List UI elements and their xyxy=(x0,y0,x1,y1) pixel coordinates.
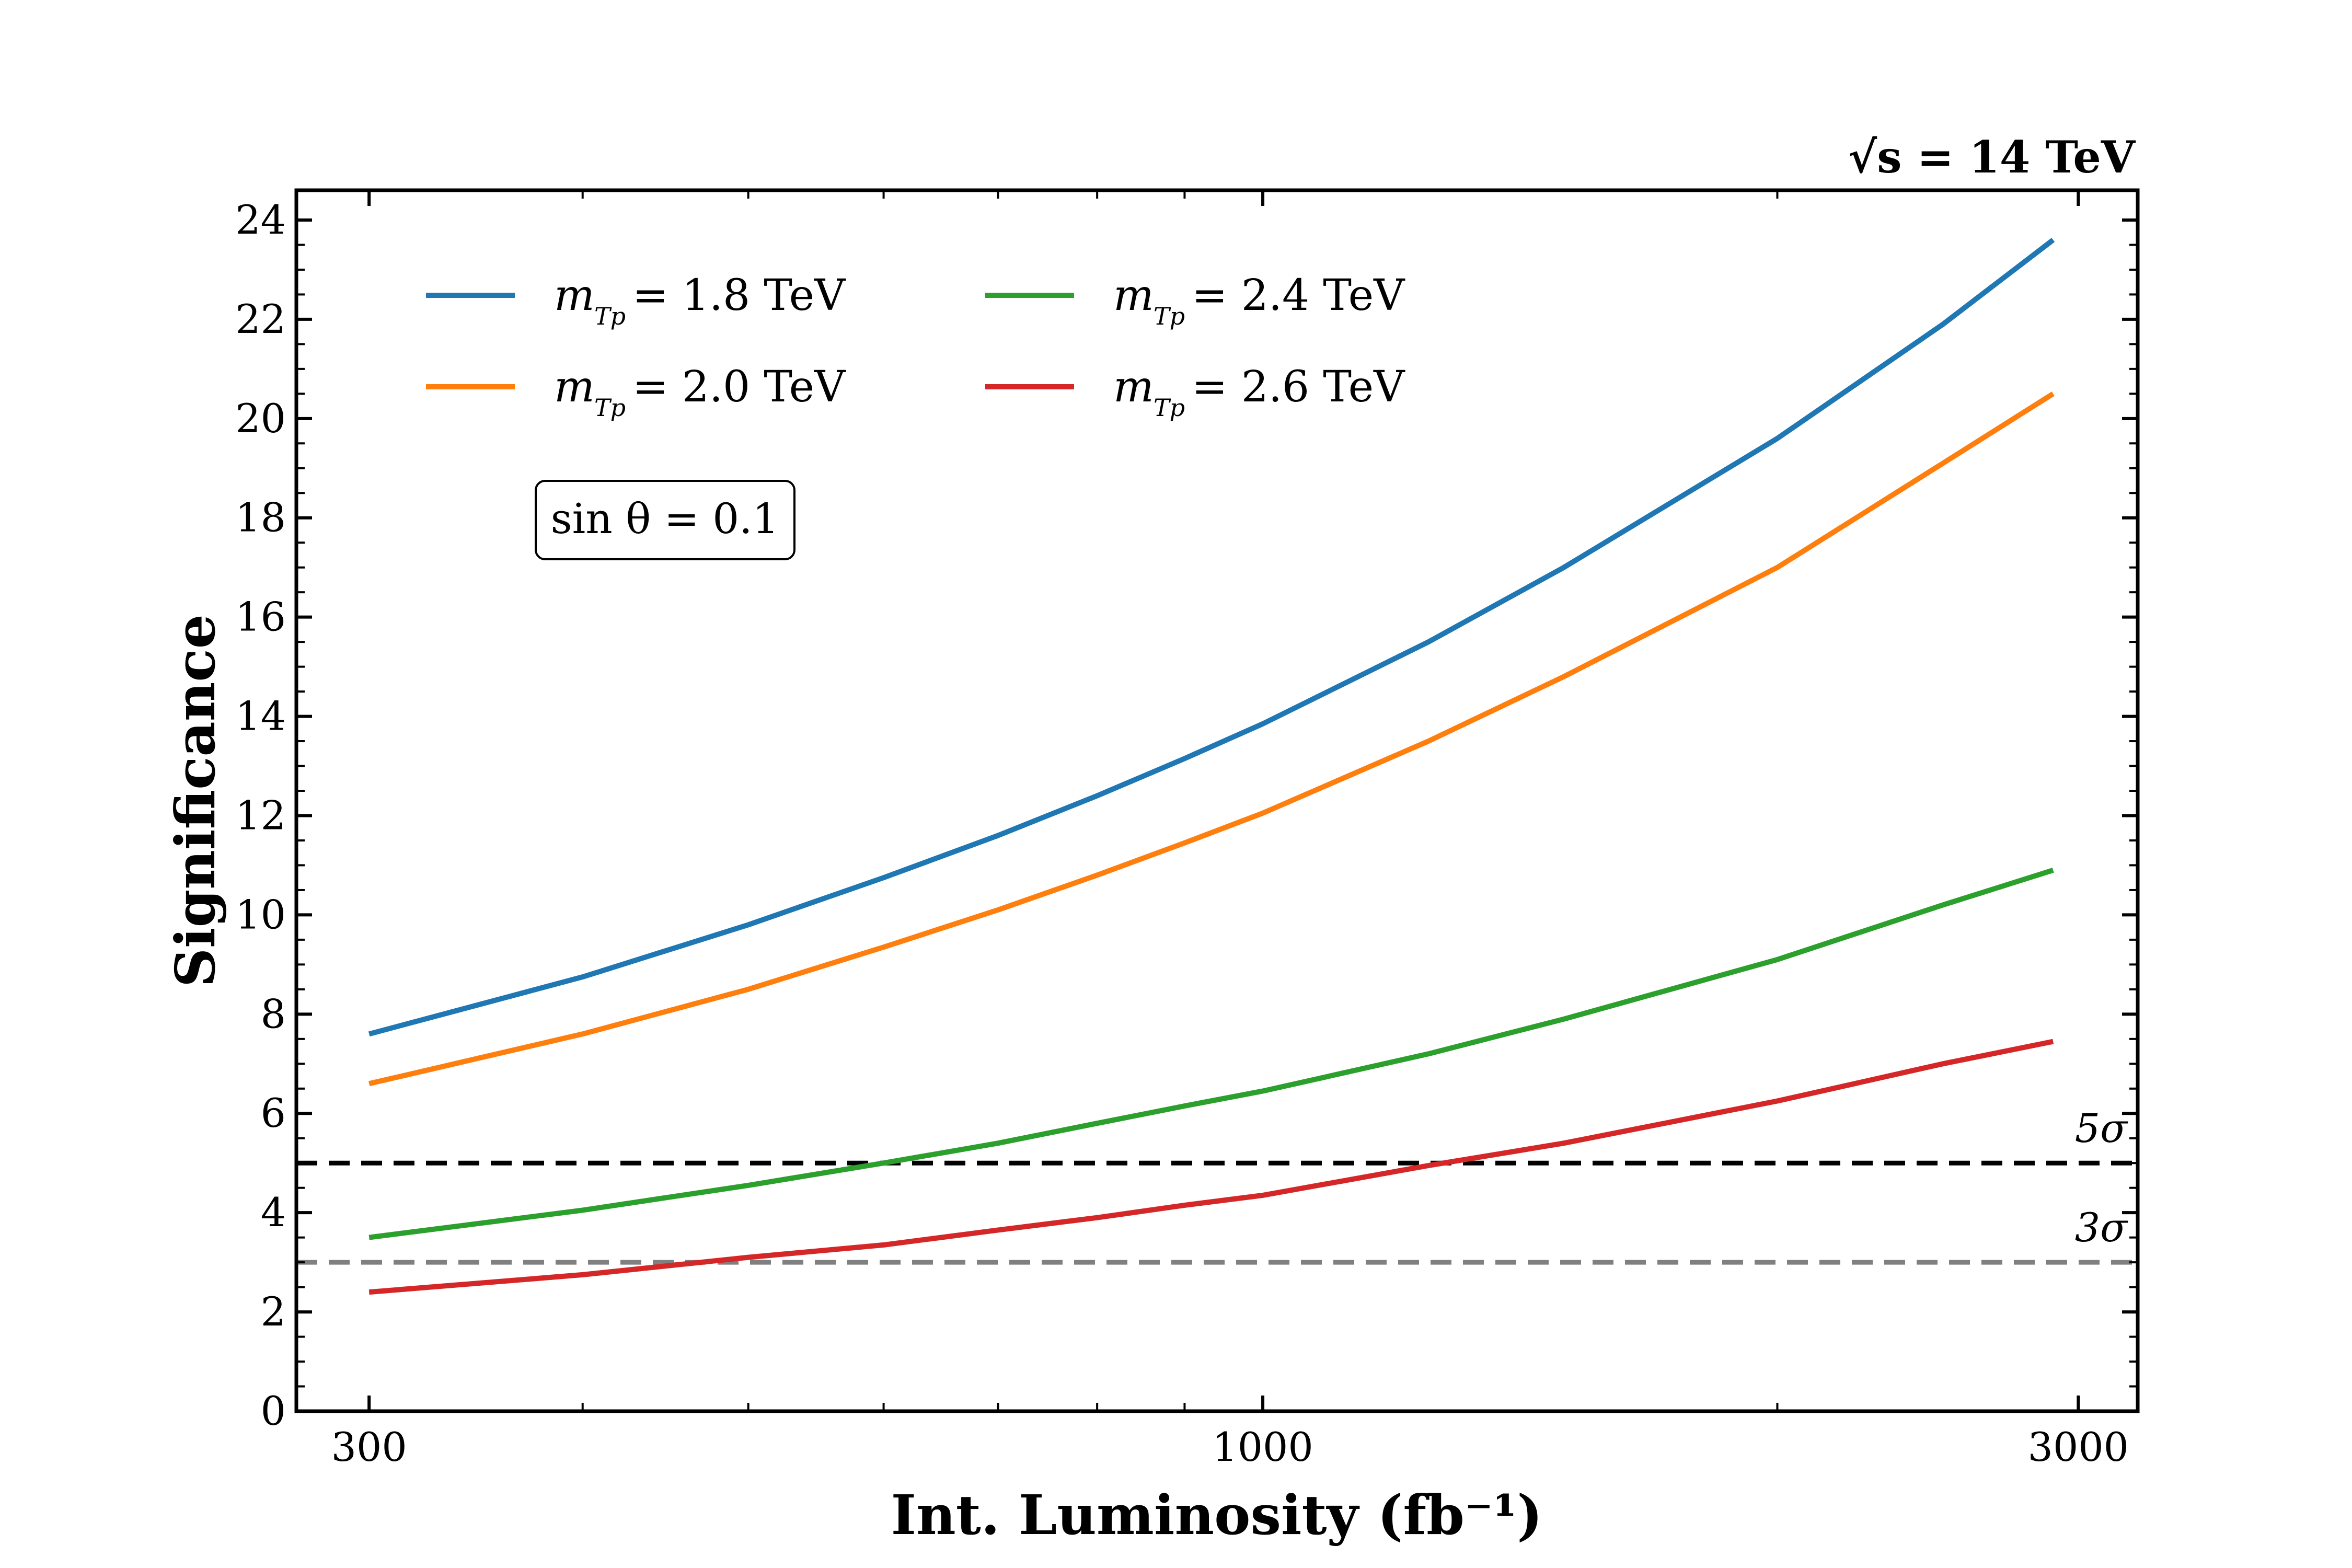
x-tick-label: 300 xyxy=(331,1424,407,1470)
x-axis-title: Int. Luminosity (fb⁻¹) xyxy=(891,1483,1542,1547)
y-tick-label: 8 xyxy=(261,990,286,1037)
y-tick-label: 22 xyxy=(235,296,286,342)
legend-mass-subscript: Tp xyxy=(594,302,626,330)
y-tick-label: 4 xyxy=(261,1189,286,1236)
series-line-1 xyxy=(368,238,2055,1037)
x-tick-label: 3000 xyxy=(2028,1424,2129,1470)
y-tick-label: 24 xyxy=(235,197,286,243)
reference-lines: 5σ 3σ xyxy=(296,1105,2138,1265)
plot-frame xyxy=(294,188,2140,1413)
y-tick-label: 10 xyxy=(235,891,286,938)
y-tick-label: 0 xyxy=(261,1388,286,1434)
series-line-2 xyxy=(368,391,2055,1087)
legend-mass-subscript: Tp xyxy=(1154,302,1185,330)
annotation-frame xyxy=(535,480,795,560)
legend-mass-symbol: m xyxy=(1113,362,1154,412)
legend-mass-symbol: m xyxy=(1113,271,1154,320)
y-tick-label: 2 xyxy=(261,1288,286,1335)
legend-mass-symbol: m xyxy=(554,271,595,320)
legend-label: = 2.4 TeV xyxy=(1192,271,1405,320)
y-tick-label: 20 xyxy=(235,395,286,442)
y-tick-label: 12 xyxy=(235,792,286,838)
series-line-3 xyxy=(368,868,2054,1240)
series-lines xyxy=(368,238,2055,1295)
legend-item-1: m Tp = 1.8 TeV xyxy=(426,271,846,330)
y-tick-label: 14 xyxy=(235,693,286,740)
y-axis-title: Significance xyxy=(163,614,227,987)
legend-item-4: m Tp = 2.6 TeV xyxy=(985,362,1405,422)
legend-label: = 2.0 TeV xyxy=(632,362,846,412)
annotation-text: sin θ = 0.1 xyxy=(551,494,779,543)
y-tick-label: 16 xyxy=(235,594,286,640)
legend-label: = 2.6 TeV xyxy=(1192,362,1405,412)
legend-mass-subscript: Tp xyxy=(1154,394,1185,422)
reference-label-1: 5σ xyxy=(2075,1105,2128,1151)
legend-mass-symbol: m xyxy=(554,362,595,412)
y-tick-label: 6 xyxy=(261,1090,286,1136)
legend-item-2: m Tp = 2.0 TeV xyxy=(426,362,846,422)
annotation-box: sin θ = 0.1 xyxy=(535,480,795,560)
y-tick-label: 18 xyxy=(235,494,286,541)
legend-label: = 1.8 TeV xyxy=(632,271,846,320)
x-tick-label: 1000 xyxy=(1212,1424,1313,1470)
legend-mass-subscript: Tp xyxy=(594,394,626,422)
energy-label: √s = 14 TeV xyxy=(1848,131,2136,183)
legend-item-3: m Tp = 2.4 TeV xyxy=(985,271,1405,330)
reference-label-2: 3σ xyxy=(2075,1204,2128,1251)
series-line-4 xyxy=(368,1039,2054,1295)
